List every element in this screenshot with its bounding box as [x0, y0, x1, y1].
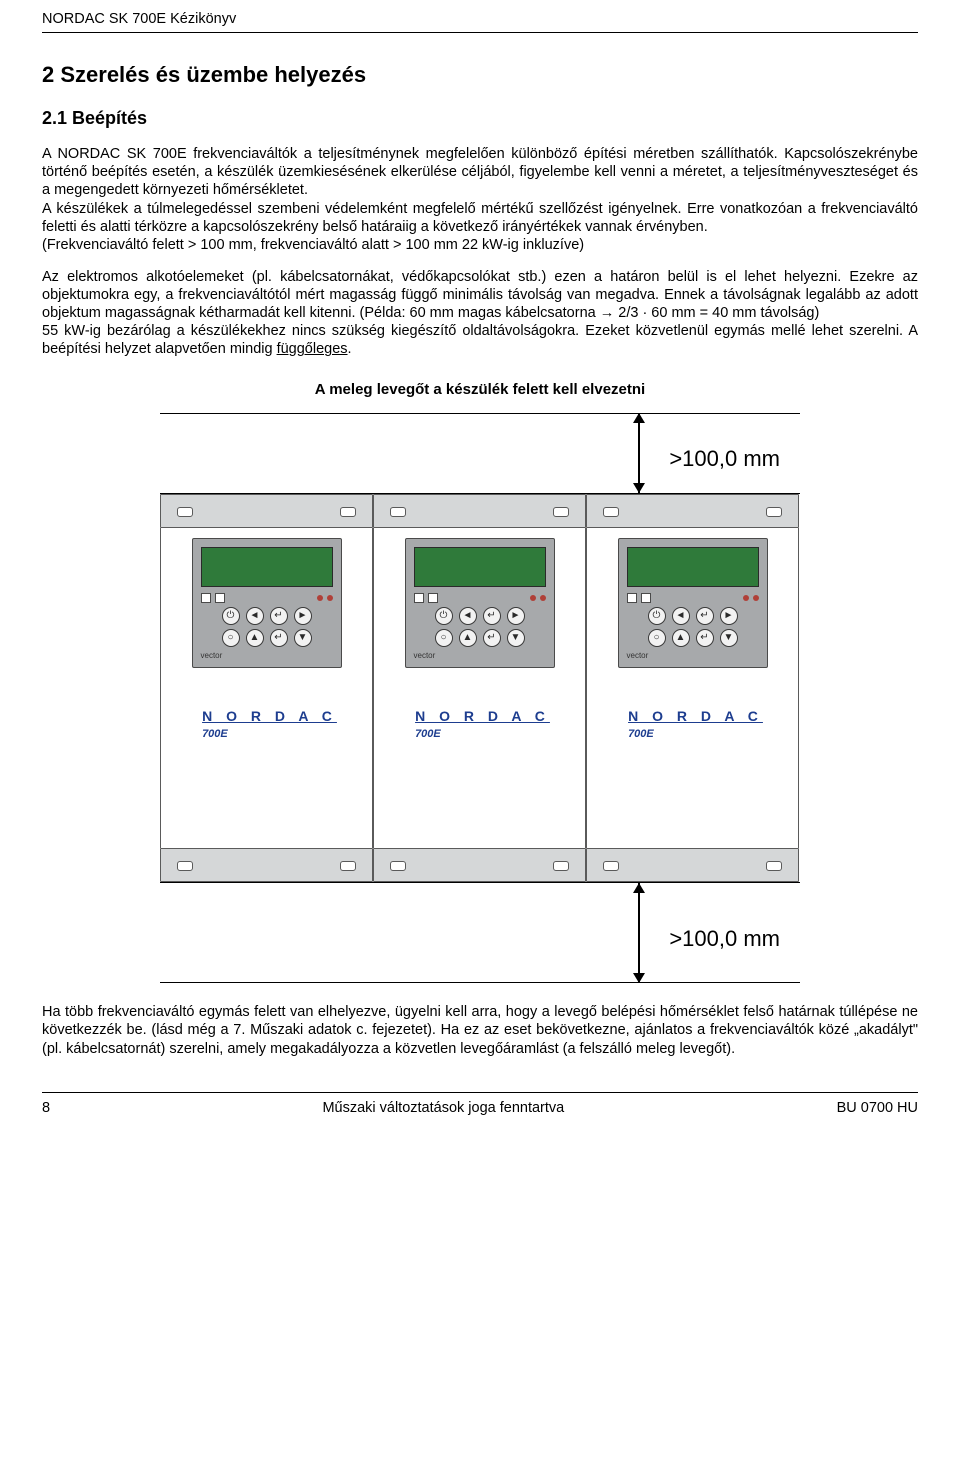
- stop-icon: ○: [222, 629, 240, 647]
- figure-caption: A meleg levegőt a készülék felett kell e…: [42, 381, 918, 400]
- clearance-label-top: >100,0 mm: [669, 445, 780, 473]
- paragraph: (Frekvenciaváltó felett > 100 mm, frekve…: [42, 236, 918, 254]
- enter-icon: ↵: [270, 629, 288, 647]
- down-icon: ▼: [720, 629, 738, 647]
- mount-bracket-bottom: [586, 848, 799, 882]
- device-body: ⏻ ◄ ↵ ► ○ ▲ ↵ ▼ vector N O R D A C 700E: [586, 528, 799, 848]
- device-unit: ⏻ ◄ ↵ ► ○ ▲ ↵ ▼ vector N O R D A C 700E: [160, 494, 373, 882]
- mount-bracket-bottom: [160, 848, 373, 882]
- text-run: 55 kW-ig bezárólag a készülékekhez nincs…: [42, 323, 918, 357]
- vector-label: vector: [201, 651, 333, 661]
- power-icon: ⏻: [222, 607, 240, 625]
- section-heading: 2 Szerelés és üzembe helyezés: [42, 61, 918, 89]
- clearance-top: >100,0 mm: [160, 413, 800, 493]
- enter-icon: ↵: [483, 629, 501, 647]
- power-icon: ⏻: [435, 607, 453, 625]
- model-text: 700E: [202, 728, 337, 742]
- lcd-display: [627, 547, 759, 587]
- left-icon: ◄: [459, 607, 477, 625]
- up-icon: ▲: [672, 629, 690, 647]
- power-icon: ⏻: [648, 607, 666, 625]
- device-body: ⏻ ◄ ↵ ► ○ ▲ ↵ ▼ vector N O R D A C 700E: [160, 528, 373, 848]
- device-unit: ⏻ ◄ ↵ ► ○ ▲ ↵ ▼ vector N O R D A C 700E: [586, 494, 799, 882]
- stop-icon: ○: [435, 629, 453, 647]
- paragraph: Az elektromos alkotóelemeket (pl. kábelc…: [42, 268, 918, 322]
- left-icon: ◄: [246, 607, 264, 625]
- up-icon: ▲: [246, 629, 264, 647]
- clearance-label-bottom: >100,0 mm: [669, 925, 780, 953]
- device-brand-block: N O R D A C 700E: [409, 708, 550, 741]
- enter-icon: ↵: [696, 629, 714, 647]
- stop-icon: ○: [648, 629, 666, 647]
- page-header: NORDAC SK 700E Kézikönyv: [42, 0, 918, 33]
- subsection-heading: 2.1 Beépítés: [42, 107, 918, 130]
- model-text: 700E: [628, 728, 763, 742]
- text-underline: függőleges: [277, 341, 348, 357]
- device-brand-block: N O R D A C 700E: [196, 708, 337, 741]
- enter-icon: ↵: [270, 607, 288, 625]
- lcd-display: [201, 547, 333, 587]
- mount-bracket-top: [586, 494, 799, 528]
- left-icon: ◄: [672, 607, 690, 625]
- vector-label: vector: [627, 651, 759, 661]
- paragraph: 55 kW-ig bezárólag a készülékekhez nincs…: [42, 322, 918, 358]
- enter-icon: ↵: [483, 607, 501, 625]
- footer-code: BU 0700 HU: [837, 1099, 918, 1117]
- control-faceplate: ⏻ ◄ ↵ ► ○ ▲ ↵ ▼ vector: [618, 538, 768, 668]
- page-footer: 8 Műszaki változtatások joga fenntartva …: [42, 1092, 918, 1131]
- brand-text: N O R D A C: [415, 708, 550, 726]
- device-brand-block: N O R D A C 700E: [622, 708, 763, 741]
- brand-text: N O R D A C: [628, 708, 763, 726]
- enter-icon: ↵: [696, 607, 714, 625]
- page-number: 8: [42, 1099, 50, 1117]
- vector-label: vector: [414, 651, 546, 661]
- right-icon: ►: [507, 607, 525, 625]
- installation-diagram: >100,0 mm ⏻ ◄ ↵ ► ○: [160, 413, 800, 983]
- mount-bracket-bottom: [373, 848, 586, 882]
- paragraph: Ha több frekvenciaváltó egymás felett va…: [42, 1003, 918, 1057]
- right-icon: ►: [720, 607, 738, 625]
- up-icon: ▲: [459, 629, 477, 647]
- lcd-display: [414, 547, 546, 587]
- device-row: ⏻ ◄ ↵ ► ○ ▲ ↵ ▼ vector N O R D A C 700E: [160, 493, 800, 883]
- footer-center: Műszaki változtatások joga fenntartva: [322, 1099, 564, 1117]
- clearance-bottom: >100,0 mm: [160, 883, 800, 983]
- down-icon: ▼: [294, 629, 312, 647]
- device-body: ⏻ ◄ ↵ ► ○ ▲ ↵ ▼ vector N O R D A C 700E: [373, 528, 586, 848]
- paragraph: A NORDAC SK 700E frekvenciaváltók a telj…: [42, 145, 918, 199]
- mount-bracket-top: [160, 494, 373, 528]
- control-faceplate: ⏻ ◄ ↵ ► ○ ▲ ↵ ▼ vector: [405, 538, 555, 668]
- text-run: .: [348, 341, 352, 357]
- mount-bracket-top: [373, 494, 586, 528]
- brand-text: N O R D A C: [202, 708, 337, 726]
- model-text: 700E: [415, 728, 550, 742]
- paragraph: A készülékek a túlmelegedéssel szembeni …: [42, 200, 918, 236]
- control-faceplate: ⏻ ◄ ↵ ► ○ ▲ ↵ ▼ vector: [192, 538, 342, 668]
- right-icon: ►: [294, 607, 312, 625]
- device-unit: ⏻ ◄ ↵ ► ○ ▲ ↵ ▼ vector N O R D A C 700E: [373, 494, 586, 882]
- down-icon: ▼: [507, 629, 525, 647]
- doc-title: NORDAC SK 700E Kézikönyv: [42, 10, 918, 28]
